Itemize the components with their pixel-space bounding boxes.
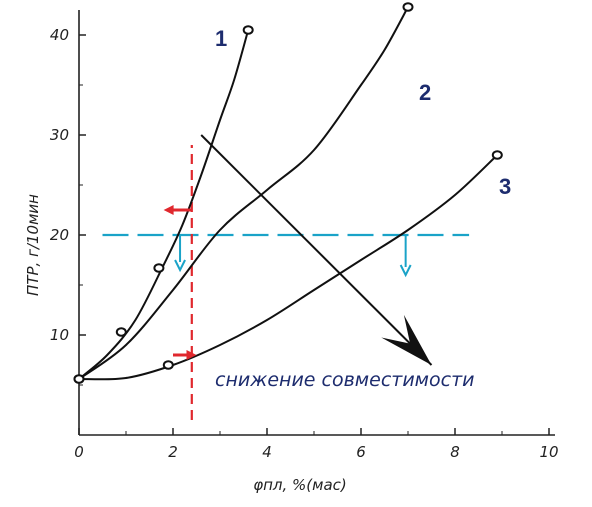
y-axis-title: ПТР, г/10мин [24,194,42,296]
series-1-point-2 [153,263,165,273]
curve-label-1: 1 [215,26,227,51]
x-tick-label-5: 10 [539,443,558,461]
annotation-lines-layer [102,145,470,420]
tick-labels-layer: 0 2 4 6 8 10 10 20 30 40 [50,26,559,461]
series-1-point-3 [242,25,254,35]
blue-arrow-head-1 [399,264,412,278]
curve-label-2: 2 [419,80,431,105]
series-1-point-1 [115,327,127,337]
red-arrow-head-1 [186,350,197,360]
x-axis-title: φпл, %(мас) [253,476,347,494]
x-tick-label-3: 6 [356,443,366,461]
curve-label-3: 3 [499,174,511,199]
red-arrow-head-0 [163,205,174,215]
series-layer [73,2,503,384]
series-3-point-2 [491,150,503,160]
y-tick-label-1: 20 [50,226,69,244]
series-2-point-0 [402,2,414,12]
trend-arrow-shaft [200,134,433,366]
x-tick-label-0: 0 [74,443,84,461]
trend-annotation-label: снижение совместимости [215,369,475,391]
x-tick-label-1: 2 [168,443,178,461]
x-tick-label-2: 4 [262,443,272,461]
blue-arrow-head-0 [174,259,186,273]
series-3-point-0 [73,374,85,384]
annotation-arrows-layer [163,134,433,366]
series-line-2 [78,6,409,380]
series-line-1 [78,29,250,380]
series-3-point-1 [162,360,174,370]
y-tick-label-0: 10 [50,326,69,344]
y-tick-label-2: 30 [50,126,69,144]
y-tick-label-3: 40 [50,26,69,44]
trend-arrow-head [381,314,432,365]
x-tick-label-4: 8 [450,443,460,461]
series-line-3 [78,154,498,381]
